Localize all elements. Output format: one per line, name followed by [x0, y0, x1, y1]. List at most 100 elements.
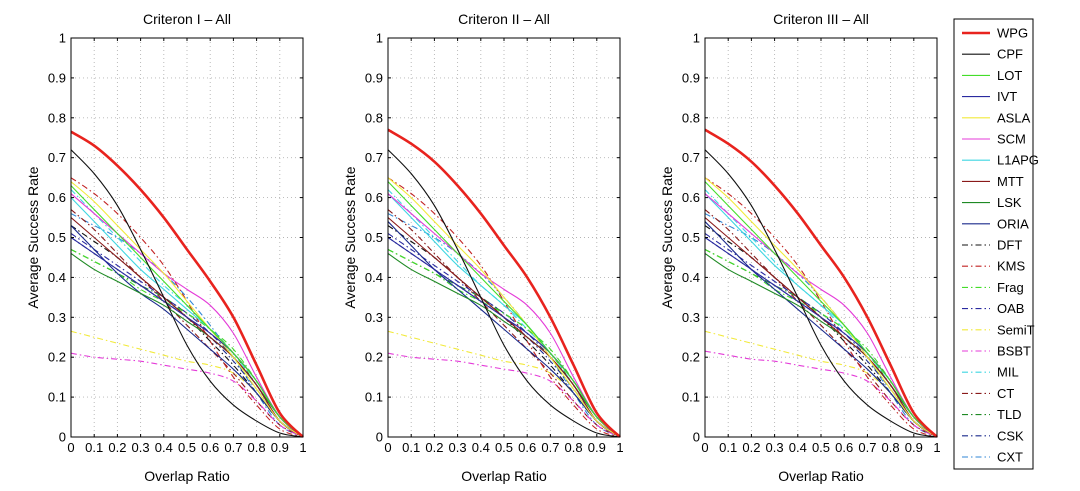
- series-line-ct: [388, 209, 621, 438]
- x-tick-label: 0.1: [719, 440, 737, 455]
- y-tick-label: 0.6: [365, 190, 383, 205]
- y-tick-label: 0.9: [365, 70, 383, 85]
- x-tick-label: 0.9: [271, 440, 289, 455]
- y-axis-label: Average Success Rate: [659, 166, 675, 308]
- series-line-asla: [388, 177, 621, 438]
- x-tick-label: 0.6: [518, 440, 536, 455]
- y-tick-label: 0.1: [682, 390, 700, 405]
- y-tick-label: 0.6: [48, 190, 66, 205]
- legend-label: CPF: [997, 47, 1023, 62]
- grid-lines: [705, 38, 937, 437]
- x-tick-label: 0.1: [85, 440, 103, 455]
- series-line-lsk: [388, 253, 621, 438]
- series-line-oab: [71, 233, 304, 438]
- legend-item-kms: KMS: [962, 259, 1026, 274]
- series-line-lot: [71, 185, 304, 438]
- series-group: [705, 128, 938, 438]
- series-line-semit: [388, 330, 621, 438]
- series-line-bsbt: [705, 350, 938, 438]
- y-tick-label: 0: [59, 430, 66, 445]
- x-tick-label: 1: [933, 440, 940, 455]
- series-line-oab: [705, 233, 938, 438]
- legend-item-asla: ASLA: [962, 110, 1031, 125]
- x-axis-label: Overlap Ratio: [461, 468, 547, 484]
- legend-label: L1APG: [997, 153, 1039, 168]
- x-tick-label: 0.3: [132, 440, 150, 455]
- legend-label: WPG: [997, 26, 1028, 41]
- legend-label: SCM: [997, 132, 1026, 147]
- y-tick-label: 0.7: [365, 150, 383, 165]
- legend-label: DFT: [997, 238, 1022, 253]
- legend-label: IVT: [997, 89, 1017, 104]
- legend-label: ORIA: [997, 216, 1029, 231]
- series-line-wpg: [388, 128, 621, 438]
- series-line-ct: [705, 209, 938, 438]
- ticks: [70, 37, 304, 438]
- x-tick-label: 0.8: [248, 440, 266, 455]
- x-tick-label: 0.5: [495, 440, 513, 455]
- series-line-cxt: [71, 213, 304, 438]
- legend-item-ivt: IVT: [962, 89, 1017, 104]
- legend-item-mtt: MTT: [962, 174, 1024, 189]
- y-tick-label: 0.9: [48, 70, 66, 85]
- legend-label: BSBT: [997, 344, 1031, 359]
- y-tick-label: 0.4: [365, 270, 383, 285]
- series-line-semit: [705, 330, 938, 438]
- y-tick-label: 0.1: [48, 390, 66, 405]
- series-line-ct: [71, 209, 304, 438]
- series-line-wpg: [71, 130, 304, 438]
- x-axis-label: Overlap Ratio: [144, 468, 230, 484]
- x-tick-label: 0: [384, 440, 391, 455]
- series-line-asla: [705, 177, 938, 438]
- legend-label: CSK: [997, 428, 1024, 443]
- x-tick-label: 0.1: [402, 440, 420, 455]
- series-line-scm: [71, 193, 304, 438]
- y-tick-label: 0.3: [48, 310, 66, 325]
- y-tick-label: 0.8: [365, 110, 383, 125]
- legend-box: [953, 18, 1034, 470]
- y-tick-label: 0.4: [48, 270, 66, 285]
- series-line-bsbt: [388, 352, 621, 438]
- x-tick-label: 0.3: [766, 440, 784, 455]
- legend-label: CXT: [997, 450, 1023, 465]
- y-tick-label: 0: [693, 430, 700, 445]
- x-tick-label: 0: [67, 440, 74, 455]
- chart-panel: 0 0.1 0.2 0.3 0.4 0.5 0.6 0.7 0.8 0.9 1 0 0.1 0.2 0.3 0…: [342, 11, 624, 484]
- legend-label: TLD: [997, 407, 1022, 422]
- series-line-lot: [388, 181, 621, 438]
- legend-item-wpg: WPG: [962, 26, 1028, 41]
- y-tick-label: 0.5: [48, 230, 66, 245]
- legend-label: ASLA: [997, 110, 1031, 125]
- chart-title: Criteron I – All: [143, 11, 231, 27]
- y-tick-label: 0.2: [682, 350, 700, 365]
- legend-label: LOT: [997, 68, 1022, 83]
- legend: WPG CPF LOT IVT ASLA SCM L1APG MTT LSK ORIA DFT KMS…: [953, 18, 1039, 470]
- x-tick-label: 0.3: [449, 440, 467, 455]
- grid-lines: [388, 38, 620, 437]
- legend-label: KMS: [997, 259, 1026, 274]
- x-tick-label: 0.6: [835, 440, 853, 455]
- legend-item-mil: MIL: [962, 365, 1019, 380]
- ticks: [704, 37, 938, 438]
- series-line-semit: [71, 330, 304, 438]
- legend-item-tld: TLD: [962, 407, 1022, 422]
- legend-label: CT: [997, 386, 1014, 401]
- chart-title: Criteron III – All: [773, 11, 869, 27]
- y-tick-label: 0.1: [365, 390, 383, 405]
- x-tick-label: 0.2: [425, 440, 443, 455]
- y-tick-label: 1: [59, 31, 66, 46]
- y-tick-label: 0.5: [365, 230, 383, 245]
- y-tick-label: 0: [376, 430, 383, 445]
- y-tick-label: 0.8: [682, 110, 700, 125]
- series-line-scm: [705, 193, 938, 438]
- series-line-bsbt: [71, 352, 304, 438]
- series-line-cpf: [388, 149, 621, 438]
- y-tick-label: 1: [376, 31, 383, 46]
- y-tick-label: 0.2: [48, 350, 66, 365]
- legend-item-semit: SemiT: [962, 322, 1035, 337]
- legend-item-cpf: CPF: [962, 47, 1023, 62]
- y-tick-label: 0.2: [365, 350, 383, 365]
- series-group: [388, 128, 621, 438]
- series-line-lsk: [705, 253, 938, 438]
